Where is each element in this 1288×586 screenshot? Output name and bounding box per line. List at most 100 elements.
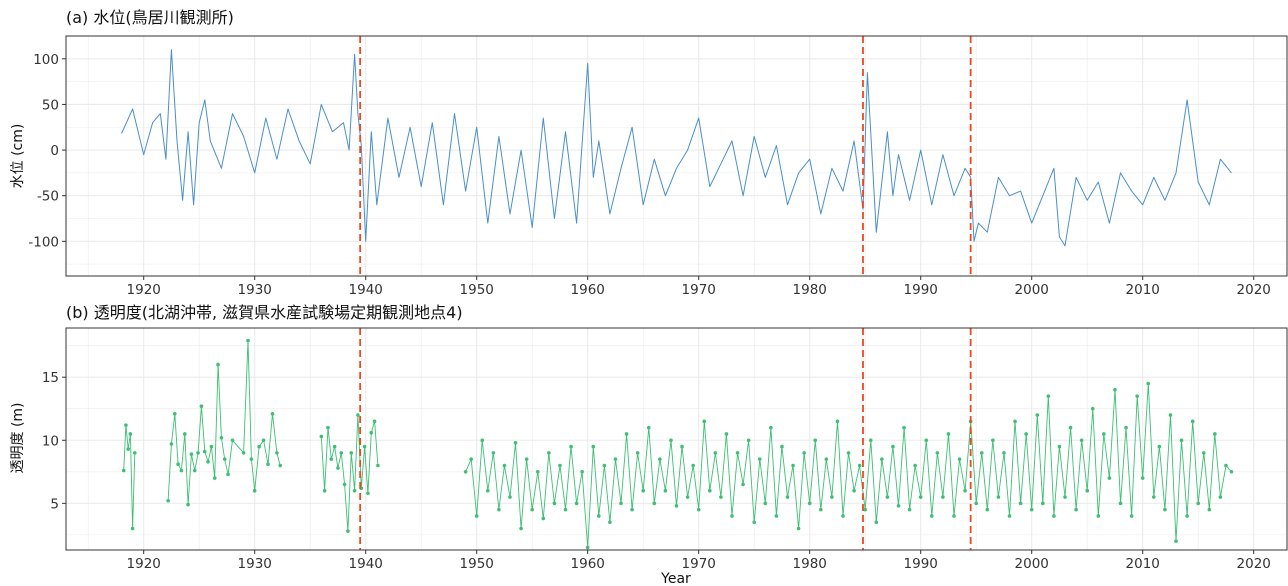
data-point (680, 444, 684, 449)
data-point (930, 514, 934, 518)
data-point (1213, 432, 1217, 436)
y-tick-label: 100 (33, 52, 59, 68)
y-tick-label: -50 (37, 189, 59, 205)
data-point (957, 457, 962, 461)
data-point (685, 495, 690, 499)
data-point (569, 444, 573, 449)
x-tick-label: 2000 (1015, 282, 1049, 298)
data-point (719, 495, 723, 499)
data-point (713, 451, 718, 455)
data-point (1140, 476, 1145, 480)
data-point (1013, 419, 1017, 424)
data-point (1129, 514, 1134, 518)
data-point (535, 469, 540, 474)
data-point (369, 430, 374, 435)
panel-b-vlines (359, 328, 972, 550)
data-point (1041, 501, 1045, 506)
data-point (126, 447, 130, 451)
data-point (249, 457, 254, 461)
data-point (830, 495, 834, 499)
data-point (1152, 495, 1156, 499)
data-point (907, 507, 912, 512)
series-line (465, 383, 1232, 548)
data-point (874, 520, 879, 525)
data-point (182, 432, 187, 436)
data-point (1174, 539, 1178, 543)
data-point (230, 438, 235, 443)
data-point (696, 507, 701, 512)
data-point (372, 419, 377, 424)
data-point (774, 514, 779, 518)
data-point (1179, 438, 1184, 443)
data-point (591, 444, 596, 449)
panel-b-ylabel: 透明度 (m) (10, 402, 26, 473)
data-point (1029, 507, 1034, 512)
data-point (924, 438, 929, 443)
data-point (196, 451, 200, 455)
data-point (585, 545, 590, 550)
data-point (846, 451, 851, 455)
x-tick-label: 1970 (682, 282, 716, 298)
data-point (491, 451, 496, 455)
panel-a-frame (65, 35, 1288, 277)
data-point (1113, 388, 1117, 392)
data-point (266, 462, 270, 467)
data-point (1090, 406, 1095, 411)
data-point (1035, 413, 1040, 417)
data-point (791, 463, 795, 468)
data-point (1079, 438, 1084, 443)
data-point (219, 435, 224, 440)
data-point (508, 495, 512, 499)
data-point (1007, 514, 1012, 518)
data-point (985, 507, 990, 512)
panel-a-title: (a) 水位(鳥居川観測所) (66, 8, 234, 27)
data-point (352, 488, 357, 493)
x-tick-label: 1990 (904, 282, 938, 298)
panel-a: (a) 水位(鳥居川観測所) 水位 (cm) 1920 1930 1940 1950 1… (10, 8, 1288, 298)
data-point (1018, 501, 1023, 506)
data-point (1207, 507, 1212, 512)
data-point (691, 463, 695, 468)
data-point (991, 438, 995, 443)
data-point (319, 434, 324, 439)
y-tick-label: -100 (28, 234, 59, 250)
data-point (796, 526, 801, 531)
data-point (780, 444, 784, 449)
series-line (123, 424, 136, 530)
data-point (133, 451, 137, 455)
data-point (1163, 507, 1167, 512)
data-point (1074, 507, 1078, 512)
data-point (885, 495, 890, 499)
data-point (1157, 444, 1162, 449)
series-line (320, 414, 379, 532)
data-point (819, 507, 823, 512)
data-point (1218, 495, 1223, 499)
data-point (941, 495, 945, 499)
x-tick-label: 1970 (682, 556, 716, 572)
data-point (763, 501, 768, 506)
data-point (619, 501, 623, 506)
data-point (769, 425, 773, 430)
data-point (202, 449, 207, 454)
data-point (275, 451, 279, 455)
data-point (1146, 381, 1151, 386)
data-point (124, 423, 128, 427)
data-point (857, 463, 862, 468)
x-tick-label: 1930 (238, 282, 272, 298)
data-point (813, 438, 818, 443)
data-point (252, 488, 257, 493)
panel-b-data (121, 338, 1234, 550)
y-tick-label: 10 (42, 433, 59, 449)
data-point (1068, 425, 1073, 430)
series-line (167, 340, 281, 506)
data-point (868, 438, 873, 443)
x-tick-label: 1990 (904, 556, 938, 572)
data-point (702, 419, 707, 424)
data-point (624, 432, 629, 436)
data-point (724, 432, 729, 436)
data-point (326, 425, 330, 430)
y-tick-label: 5 (50, 496, 59, 512)
data-point (342, 482, 347, 487)
data-point (261, 438, 266, 443)
